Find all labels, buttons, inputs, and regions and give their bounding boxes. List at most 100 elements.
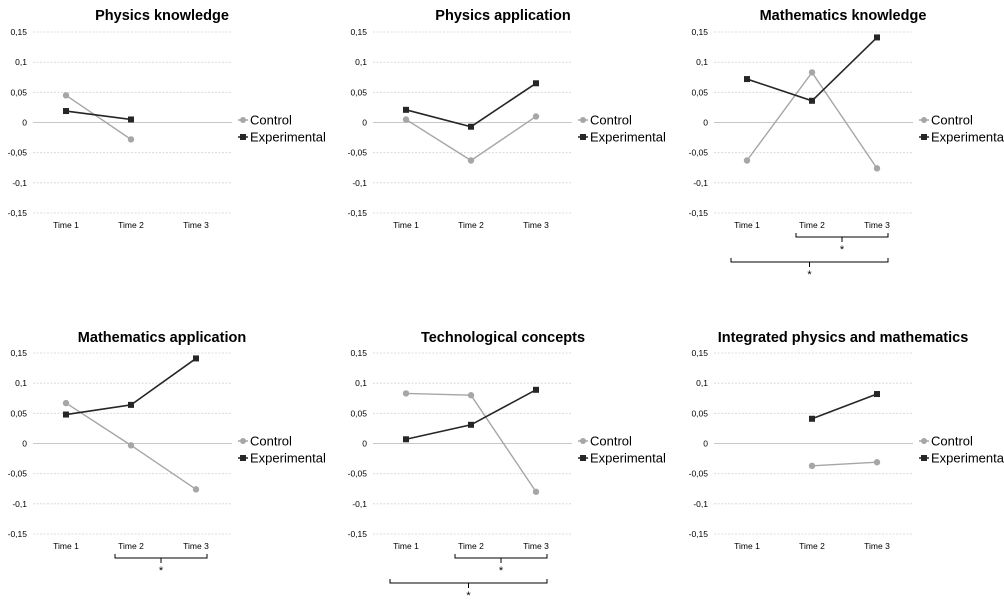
legend-marker: [921, 455, 927, 461]
legend-label: Control: [590, 113, 632, 128]
x-tick-label: Time 1: [393, 220, 419, 230]
y-tick-label: 0,1: [15, 378, 27, 388]
chart-panel: Mathematics knowledge 0,15 0,1 0,05 0 -0,05 -0…: [689, 8, 1004, 281]
legend-marker: [580, 438, 586, 444]
x-tick-label: Time 3: [183, 541, 209, 551]
y-tick-label: -0,1: [352, 178, 367, 188]
x-tick-label: Time 2: [799, 541, 825, 551]
experimental-point: [809, 97, 815, 104]
y-tick-label: 0,1: [355, 378, 367, 388]
significance-marker: *: [840, 244, 845, 256]
y-tick-label: 0,05: [10, 408, 27, 418]
y-tick-label: -0,15: [8, 208, 28, 218]
experimental-point: [809, 415, 815, 422]
control-point: [192, 486, 200, 493]
y-tick-label: 0,15: [10, 27, 27, 37]
experimental-point: [128, 116, 134, 123]
y-tick-label: 0,05: [691, 87, 708, 97]
chart-title: Physics application: [435, 8, 570, 24]
y-tick-label: 0: [703, 118, 708, 128]
control-point: [873, 165, 881, 172]
control-point: [467, 392, 475, 399]
y-tick-label: -0,05: [8, 148, 28, 158]
significance-bracket: [454, 554, 548, 563]
experimental-series-line: [405, 82, 537, 128]
control-series-line: [65, 94, 132, 140]
legend-label: Control: [931, 113, 973, 128]
legend-marker: [240, 134, 246, 140]
x-tick-label: Time 3: [523, 541, 549, 551]
y-tick-label: 0: [22, 439, 27, 449]
y-tick-label: 0,05: [350, 87, 367, 97]
control-point: [402, 390, 410, 397]
control-point: [62, 399, 70, 407]
y-tick-label: 0,15: [350, 348, 367, 358]
control-point: [532, 488, 540, 495]
chart-panel: Physics knowledge 0,15 0,1 0,05 0 -0,05 -0,1 -0…: [8, 8, 326, 230]
y-tick-label: 0,1: [15, 57, 27, 67]
experimental-point: [533, 386, 539, 393]
x-tick-label: Time 3: [523, 220, 549, 230]
y-tick-label: 0,1: [355, 57, 367, 67]
experimental-point: [468, 421, 474, 428]
y-tick-label: -0,1: [693, 178, 708, 188]
x-tick-label: Time 3: [864, 220, 890, 230]
y-tick-label: -0,05: [348, 148, 368, 158]
y-tick-label: -0,1: [12, 178, 27, 188]
experimental-point: [128, 401, 134, 408]
x-tick-label: Time 1: [393, 541, 419, 551]
significance-bracket: [730, 258, 889, 267]
control-point: [532, 113, 540, 120]
control-point: [402, 116, 410, 123]
y-tick-label: -0,05: [689, 469, 709, 479]
experimental-series-line: [746, 36, 878, 102]
control-point: [808, 69, 816, 76]
x-tick-label: Time 1: [734, 220, 760, 230]
significance-bracket: [795, 233, 889, 242]
control-series-line: [405, 392, 537, 493]
experimental-point: [193, 355, 199, 362]
chart-panel: Physics application 0,15 0,1 0,05 0 -0,05 -0,1…: [348, 8, 666, 230]
legend-marker: [921, 117, 927, 123]
chart-panel: Integrated physics and mathematics 0,15 0,…: [689, 330, 1004, 551]
y-tick-label: -0,15: [348, 208, 368, 218]
x-tick-label: Time 3: [183, 220, 209, 230]
x-tick-label: Time 2: [118, 220, 144, 230]
x-tick-label: Time 1: [734, 541, 760, 551]
control-point: [873, 459, 881, 466]
significance-bracket: [389, 579, 548, 588]
chart-title: Mathematics knowledge: [760, 8, 927, 24]
y-tick-label: 0,15: [691, 27, 708, 37]
y-tick-label: 0,1: [696, 378, 708, 388]
x-tick-label: Time 1: [53, 541, 79, 551]
y-tick-label: -0,15: [8, 529, 28, 539]
chart-panel: Mathematics application 0,15 0,1 0,05 0 -0,05…: [8, 330, 326, 577]
y-tick-label: 0,15: [350, 27, 367, 37]
legend-marker: [580, 134, 586, 140]
y-tick-label: -0,1: [12, 499, 27, 509]
control-point: [808, 462, 816, 470]
chart-title: Physics knowledge: [95, 8, 229, 24]
significance-marker: *: [466, 590, 471, 601]
y-tick-label: 0,05: [691, 408, 708, 418]
y-tick-label: 0: [362, 439, 367, 449]
legend-label: Control: [931, 434, 973, 449]
y-tick-label: -0,15: [348, 529, 368, 539]
y-tick-label: 0: [22, 118, 27, 128]
experimental-point: [403, 106, 409, 113]
control-point: [127, 136, 135, 143]
y-tick-label: 0,05: [350, 408, 367, 418]
y-tick-label: -0,1: [693, 499, 708, 509]
experimental-point: [403, 436, 409, 443]
experimental-point: [63, 108, 69, 115]
significance-marker: *: [499, 565, 504, 577]
y-tick-label: -0,15: [689, 208, 709, 218]
y-tick-label: -0,05: [8, 469, 28, 479]
legend-marker: [580, 117, 586, 123]
legend-label: Experimental: [590, 130, 666, 145]
x-tick-label: Time 2: [118, 541, 144, 551]
experimental-point: [533, 80, 539, 87]
legend-label: Control: [250, 113, 292, 128]
experimental-series-line: [811, 393, 878, 420]
